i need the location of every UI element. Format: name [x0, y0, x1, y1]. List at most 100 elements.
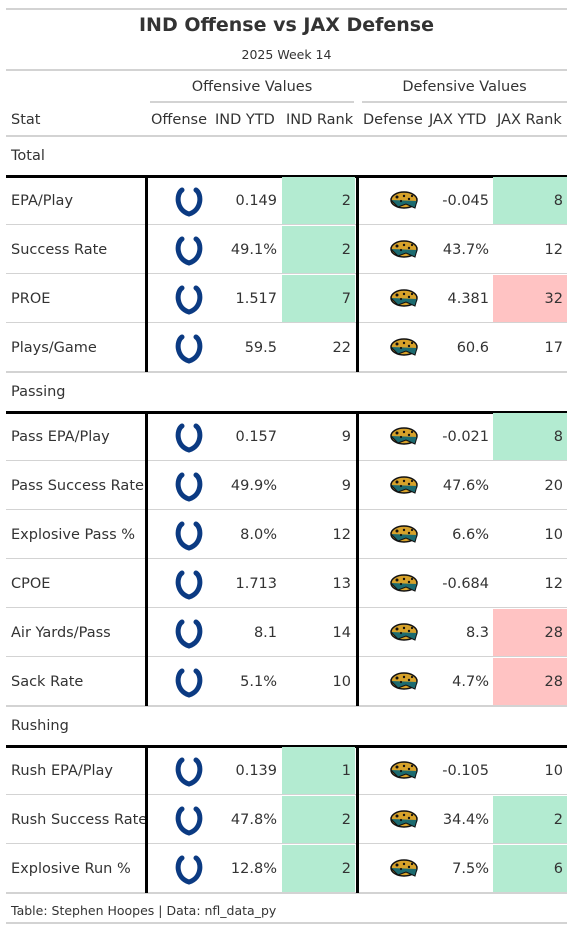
ind-rank-value: 2 — [282, 177, 355, 225]
ind-ytd-value: 49.1% — [230, 242, 277, 258]
top-rule — [6, 8, 567, 10]
stat-name: CPOE — [11, 576, 51, 592]
row-rule — [6, 322, 567, 323]
row-rule — [6, 460, 567, 461]
col-header-ind-rank: IND Rank — [286, 112, 354, 128]
jaguars-head-logo — [388, 237, 420, 267]
ind-ytd-value: 0.157 — [235, 429, 277, 445]
colts-horseshoe-logo — [175, 187, 203, 221]
source-note: Table: Stephen Hoopes | Data: nfl_data_p… — [11, 903, 277, 918]
col-header-jax-rank: JAX Rank — [497, 112, 562, 128]
colts-horseshoe-logo — [175, 472, 203, 506]
row-rule — [6, 558, 567, 559]
ind-ytd-value: 59.5 — [244, 340, 277, 356]
stat-name: Explosive Run % — [11, 861, 131, 877]
col-header-jax-ytd: JAX YTD — [429, 112, 487, 128]
jaguars-head-logo — [388, 807, 420, 837]
ind-rank-value: 9 — [341, 429, 351, 445]
row-rule — [6, 843, 567, 844]
jax-ytd-value: 7.5% — [452, 861, 489, 877]
group-rule — [6, 745, 567, 748]
offense-divider — [145, 176, 148, 372]
ind-rank-value: 10 — [332, 674, 351, 690]
header-rule — [6, 135, 567, 137]
jax-rank-value: 6 — [493, 845, 567, 893]
ind-rank-value: 9 — [341, 478, 351, 494]
jaguars-head-logo — [388, 571, 420, 601]
ind-rank-value: 7 — [282, 275, 355, 323]
stat-name: EPA/Play — [11, 193, 74, 209]
colts-horseshoe-logo — [175, 285, 203, 319]
stat-name: Rush EPA/Play — [11, 763, 113, 779]
jax-rank-value: 28 — [493, 609, 567, 657]
col-header-ind-ytd: IND YTD — [215, 112, 275, 128]
ind-ytd-value: 0.149 — [235, 193, 277, 209]
jax-ytd-value: 60.6 — [456, 340, 489, 356]
jaguars-head-logo — [388, 522, 420, 552]
defense-divider — [356, 176, 359, 372]
ind-rank-value: 13 — [332, 576, 351, 592]
colts-horseshoe-logo — [175, 334, 203, 368]
jaguars-head-logo — [388, 758, 420, 788]
spanner-offensive-line — [150, 101, 354, 103]
table-subtitle: 2025 Week 14 — [241, 47, 332, 62]
group-rule — [6, 411, 567, 414]
jax-rank-value: 20 — [544, 478, 563, 494]
stat-name: Rush Success Rate — [11, 812, 148, 828]
jax-ytd-value: 8.3 — [465, 625, 489, 641]
spanner-offensive: Offensive Values — [191, 79, 313, 95]
title-rule — [6, 69, 567, 71]
jax-ytd-value: -0.045 — [442, 193, 489, 209]
colts-horseshoe-logo — [175, 668, 203, 702]
stat-name: Air Yards/Pass — [11, 625, 111, 641]
colts-horseshoe-logo — [175, 806, 203, 840]
ind-ytd-value: 12.8% — [230, 861, 277, 877]
offense-divider — [145, 746, 148, 893]
jax-ytd-value: 6.6% — [452, 527, 489, 543]
jax-rank-value: 12 — [544, 242, 563, 258]
row-rule — [6, 794, 567, 795]
col-header-stat: Stat — [11, 112, 41, 128]
jax-ytd-value: -0.105 — [442, 763, 489, 779]
jaguars-head-logo — [388, 335, 420, 365]
ind-rank-value: 22 — [332, 340, 351, 356]
row-rule — [6, 607, 567, 608]
group-rule — [6, 175, 567, 178]
jax-ytd-value: 4.381 — [447, 291, 489, 307]
jax-ytd-value: 34.4% — [442, 812, 489, 828]
ind-ytd-value: 47.8% — [230, 812, 277, 828]
colts-horseshoe-logo — [175, 570, 203, 604]
offense-divider — [145, 412, 148, 706]
row-rule — [6, 509, 567, 510]
row-rule — [6, 224, 567, 225]
ind-rank-value: 2 — [282, 845, 355, 893]
ind-rank-value: 1 — [282, 747, 355, 795]
bottom-rule — [6, 922, 567, 924]
stat-name: PROE — [11, 291, 51, 307]
ind-ytd-value: 5.1% — [240, 674, 277, 690]
group-label: Total — [11, 148, 45, 164]
ind-ytd-value: 1.517 — [235, 291, 277, 307]
ind-rank-value: 14 — [332, 625, 351, 641]
ind-ytd-value: 1.713 — [235, 576, 277, 592]
jax-rank-value: 8 — [493, 413, 567, 461]
ind-rank-value: 2 — [282, 796, 355, 844]
ind-ytd-value: 0.139 — [235, 763, 277, 779]
table-title: IND Offense vs JAX Defense — [138, 14, 434, 36]
jax-rank-value: 17 — [544, 340, 563, 356]
spanner-defensive: Defensive Values — [402, 79, 527, 95]
jaguars-head-logo — [388, 620, 420, 650]
row-rule — [6, 656, 567, 657]
jax-ytd-value: 47.6% — [442, 478, 489, 494]
stat-name: Pass Success Rate — [11, 478, 144, 494]
jax-rank-value: 2 — [493, 796, 567, 844]
jax-ytd-value: -0.684 — [442, 576, 489, 592]
ind-ytd-value: 49.9% — [230, 478, 277, 494]
jaguars-head-logo — [388, 188, 420, 218]
colts-horseshoe-logo — [175, 855, 203, 889]
jax-rank-value: 10 — [544, 527, 563, 543]
jaguars-head-logo — [388, 286, 420, 316]
jax-ytd-value: -0.021 — [442, 429, 489, 445]
jax-rank-value: 10 — [544, 763, 563, 779]
defense-divider — [356, 746, 359, 893]
